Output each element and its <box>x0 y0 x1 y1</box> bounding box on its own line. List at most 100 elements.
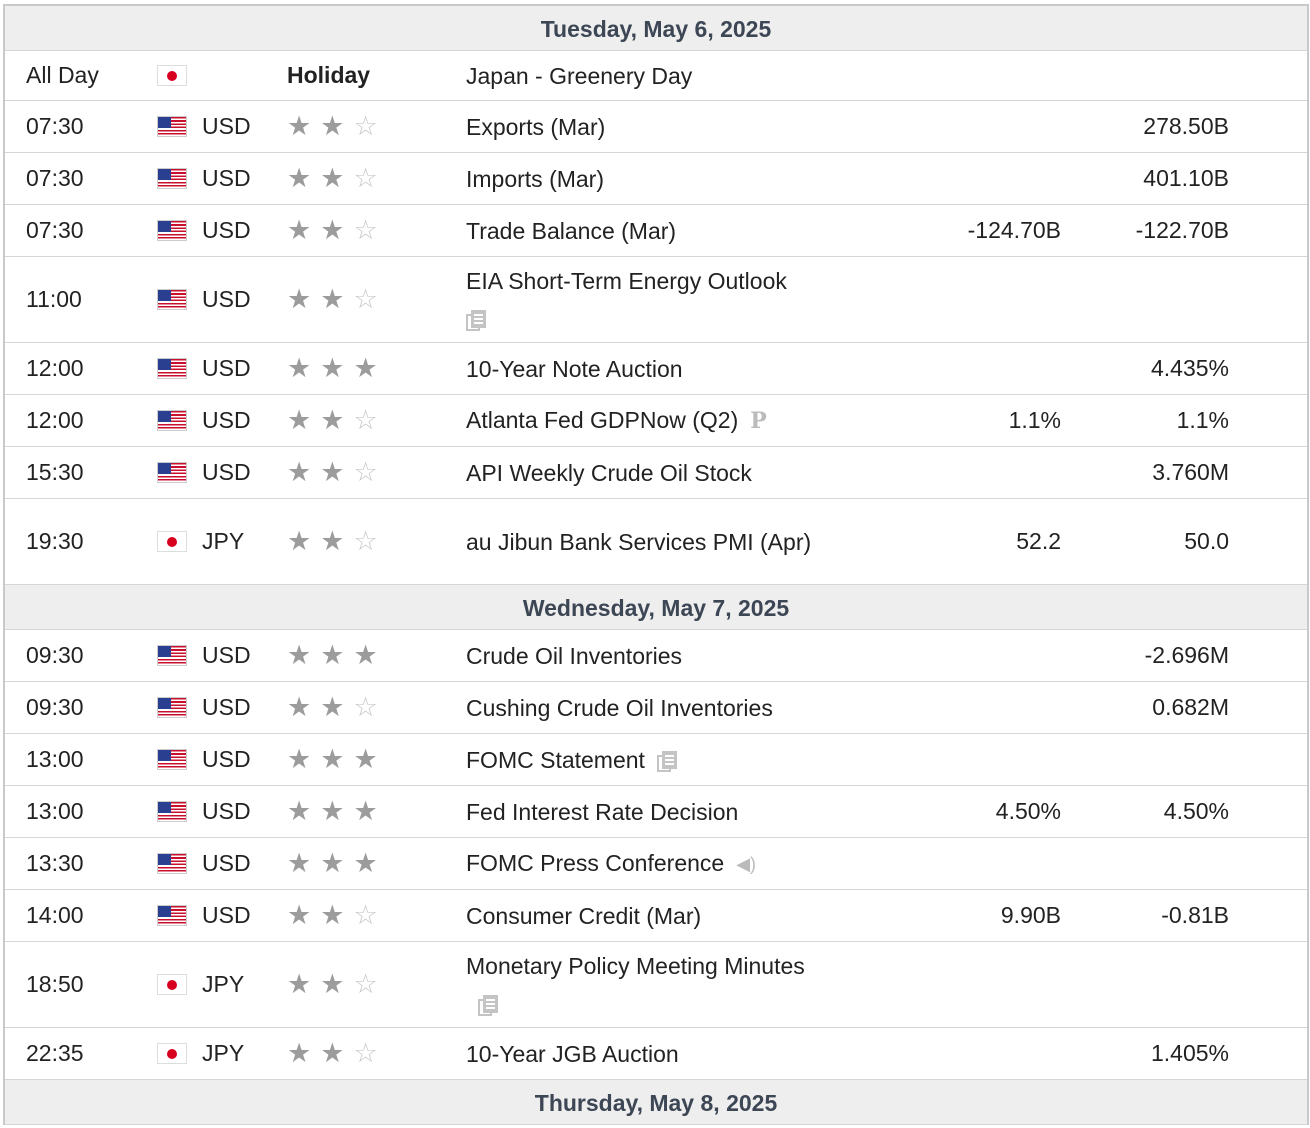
event-name[interactable]: Atlanta Fed GDPNow (Q2) P <box>466 395 826 446</box>
event-name[interactable]: Fed Interest Rate Decision <box>466 786 826 837</box>
event-currency: USD <box>202 355 251 381</box>
event-row[interactable]: 15:30 USD ★ ★ ☆ API Weekly Crude Oil Stock… <box>5 447 1307 499</box>
star-filled-icon: ★ <box>287 640 312 670</box>
star-empty-icon: ☆ <box>353 163 378 193</box>
event-name[interactable]: 10-Year Note Auction <box>466 343 826 394</box>
event-name[interactable]: Trade Balance (Mar) <box>466 205 826 256</box>
us-flag-icon <box>157 205 187 256</box>
document-icon[interactable] <box>656 750 677 772</box>
event-time: 15:30 <box>26 459 84 485</box>
event-row[interactable]: 09:30 USD ★ ★ ★ Crude Oil Inventories -2.6… <box>5 630 1307 682</box>
us-flag-icon <box>157 447 187 498</box>
event-row[interactable]: 07:30 USD ★ ★ ☆ Imports (Mar) 401.10B <box>5 153 1307 205</box>
event-row[interactable]: 09:30 USD ★ ★ ☆ Cushing Crude Oil Inventor… <box>5 682 1307 734</box>
event-previous: 3.760M <box>1152 459 1229 485</box>
star-filled-icon: ★ <box>287 284 312 314</box>
event-time: 12:00 <box>26 355 84 381</box>
event-row[interactable]: 12:00 USD ★ ★ ☆ Atlanta Fed GDPNow (Q2) P 1… <box>5 395 1307 447</box>
event-title[interactable]: Monetary Policy Meeting Minutes <box>466 952 805 979</box>
event-name[interactable]: Cushing Crude Oil Inventories <box>466 682 826 733</box>
event-row[interactable]: 11:00 USD ★ ★ ☆ EIA Short-Term Energy Outl… <box>5 257 1307 343</box>
star-filled-icon: ★ <box>287 353 312 383</box>
event-currency: USD <box>202 407 251 433</box>
event-title[interactable]: Japan - Greenery Day <box>466 62 693 89</box>
event-name[interactable]: API Weekly Crude Oil Stock <box>466 447 826 498</box>
star-filled-icon: ★ <box>320 692 345 722</box>
star-filled-icon: ★ <box>287 457 312 487</box>
event-title[interactable]: FOMC Statement <box>466 746 645 773</box>
event-row[interactable]: 19:30 JPY ★ ★ ☆ au Jibun Bank Services PMI… <box>5 499 1307 585</box>
event-name[interactable]: FOMC Statement <box>466 734 826 785</box>
importance-rating: ★ ★ ★ <box>287 786 387 837</box>
event-name[interactable]: Imports (Mar) <box>466 153 826 204</box>
star-filled-icon: ★ <box>320 526 345 556</box>
event-row[interactable]: 22:35 JPY ★ ★ ☆ 10-Year JGB Auction 1.405% <box>5 1028 1307 1080</box>
star-filled-icon: ★ <box>320 848 345 878</box>
star-filled-icon: ★ <box>287 215 312 245</box>
event-time: 11:00 <box>26 286 82 312</box>
event-name[interactable]: FOMC Press Conference ◀) <box>466 838 826 889</box>
us-flag-icon <box>157 101 187 152</box>
event-name[interactable]: Crude Oil Inventories <box>466 630 826 681</box>
importance-rating: ★ ★ ☆ <box>287 257 387 342</box>
event-time: 07:30 <box>26 113 84 139</box>
event-row[interactable]: 07:30 USD ★ ★ ☆ Exports (Mar) 278.50B <box>5 101 1307 153</box>
event-name[interactable]: Monetary Policy Meeting Minutes <box>466 942 826 1027</box>
event-time: All Day <box>26 62 99 88</box>
event-title[interactable]: API Weekly Crude Oil Stock <box>466 459 752 486</box>
event-row[interactable]: 07:30 USD ★ ★ ☆ Trade Balance (Mar) -124.7… <box>5 205 1307 257</box>
event-name[interactable]: Japan - Greenery Day <box>466 51 826 100</box>
event-row[interactable]: 12:00 USD ★ ★ ★ 10-Year Note Auction 4.435… <box>5 343 1307 395</box>
importance-rating: ★ ★ ☆ <box>287 1028 387 1079</box>
event-time: 13:00 <box>26 746 84 772</box>
star-empty-icon: ☆ <box>353 111 378 141</box>
event-title[interactable]: Cushing Crude Oil Inventories <box>466 694 773 721</box>
star-filled-icon: ★ <box>320 111 345 141</box>
event-row[interactable]: 13:00 USD ★ ★ ★ FOMC Statement <box>5 734 1307 786</box>
event-title[interactable]: 10-Year JGB Auction <box>466 1040 679 1067</box>
document-icon[interactable] <box>478 994 498 1016</box>
event-title[interactable]: Imports (Mar) <box>466 165 604 192</box>
event-currency: USD <box>202 165 251 191</box>
star-filled-icon: ★ <box>320 353 345 383</box>
us-flag-icon <box>157 395 187 446</box>
us-flag-icon <box>157 734 187 785</box>
event-title[interactable]: Atlanta Fed GDPNow (Q2) <box>466 406 739 433</box>
event-currency: USD <box>202 850 251 876</box>
star-filled-icon: ★ <box>353 353 378 383</box>
event-title[interactable]: FOMC Press Conference <box>466 849 725 876</box>
event-title[interactable]: Crude Oil Inventories <box>466 642 683 669</box>
importance-rating: ★ ★ ☆ <box>287 890 387 941</box>
event-title[interactable]: 10-Year Note Auction <box>466 355 683 382</box>
event-time: 19:30 <box>26 528 84 554</box>
star-filled-icon: ★ <box>353 848 378 878</box>
event-row[interactable]: 13:00 USD ★ ★ ★ Fed Interest Rate Decision… <box>5 786 1307 838</box>
event-name[interactable]: Consumer Credit (Mar) <box>466 890 826 941</box>
event-time: 09:30 <box>26 694 84 720</box>
event-row[interactable]: 18:50 JPY ★ ★ ☆ Monetary Policy Meeting Mi… <box>5 942 1307 1028</box>
event-title[interactable]: Exports (Mar) <box>466 113 606 140</box>
event-row[interactable]: 14:00 USD ★ ★ ☆ Consumer Credit (Mar) 9.90… <box>5 890 1307 942</box>
document-icon[interactable] <box>466 309 486 331</box>
event-title[interactable]: Trade Balance (Mar) <box>466 217 677 244</box>
event-name[interactable]: Exports (Mar) <box>466 101 826 152</box>
event-name[interactable]: EIA Short-Term Energy Outlook <box>466 257 826 342</box>
event-row[interactable]: 13:30 USD ★ ★ ★ FOMC Press Conference ◀) <box>5 838 1307 890</box>
event-currency: JPY <box>202 1040 245 1066</box>
importance-rating: ★ ★ ☆ <box>287 447 387 498</box>
event-row[interactable]: All Day Holiday Japan - Greenery Day <box>5 51 1307 101</box>
event-name[interactable]: 10-Year JGB Auction <box>466 1028 826 1079</box>
importance-rating: ★ ★ ☆ <box>287 499 387 584</box>
star-filled-icon: ★ <box>287 111 312 141</box>
event-currency: USD <box>202 286 251 312</box>
speaker-icon[interactable]: ◀) <box>736 854 757 875</box>
japan-flag-icon <box>157 942 187 1027</box>
event-title[interactable]: Consumer Credit (Mar) <box>466 902 702 929</box>
importance-rating: ★ ★ ★ <box>287 734 387 785</box>
star-empty-icon: ☆ <box>353 215 378 245</box>
event-title[interactable]: Fed Interest Rate Decision <box>466 798 739 825</box>
star-empty-icon: ☆ <box>353 1038 378 1068</box>
event-title[interactable]: EIA Short-Term Energy Outlook <box>466 267 787 294</box>
event-title[interactable]: au Jibun Bank Services PMI (Apr) <box>466 528 812 555</box>
event-name[interactable]: au Jibun Bank Services PMI (Apr) <box>466 499 826 584</box>
